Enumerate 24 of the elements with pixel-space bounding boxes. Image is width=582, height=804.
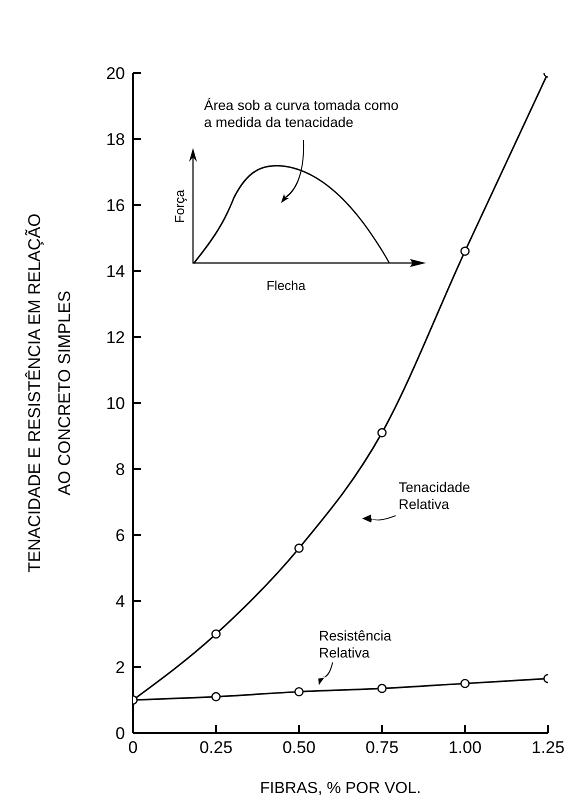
y-tick-label: 8 xyxy=(116,460,125,480)
y-tick-label: 12 xyxy=(106,328,125,348)
y-tick-label: 2 xyxy=(116,658,125,678)
y-tick-label: 14 xyxy=(106,262,125,282)
x-tick-label: 0.50 xyxy=(282,738,316,758)
annotation: Flecha xyxy=(266,278,306,293)
x-tick-label: 0 xyxy=(128,738,138,758)
x-tick-label: 1.25 xyxy=(531,738,565,758)
text: Tenacidade Relativa xyxy=(398,479,470,512)
series-label: Resistência Relativa xyxy=(318,628,392,660)
annotation: Área sob a curva tomada como a medida da tenacidade xyxy=(204,97,399,130)
y-tick-label: 0 xyxy=(116,724,125,744)
y-tick-label: 4 xyxy=(116,592,125,612)
y-axis-title: TENACIDADE E RESISTÊNCIA EM RELAÇÃO AO CONCRETO SIMPLES xyxy=(25,214,74,572)
x-axis-title: FIBRAS, % POR VOL. xyxy=(260,780,421,797)
y-tick-label: 16 xyxy=(106,196,125,216)
annotation: Força xyxy=(172,189,187,223)
y-tick-label: 18 xyxy=(106,130,125,150)
x-tick-label: 0.25 xyxy=(199,738,233,758)
y-tick-label: 10 xyxy=(106,394,125,414)
y-tick-label: 20 xyxy=(106,64,125,84)
x-tick-label: 1.00 xyxy=(448,738,482,758)
x-tick-label: 0.75 xyxy=(365,738,399,758)
y-tick-label: 6 xyxy=(116,526,125,546)
